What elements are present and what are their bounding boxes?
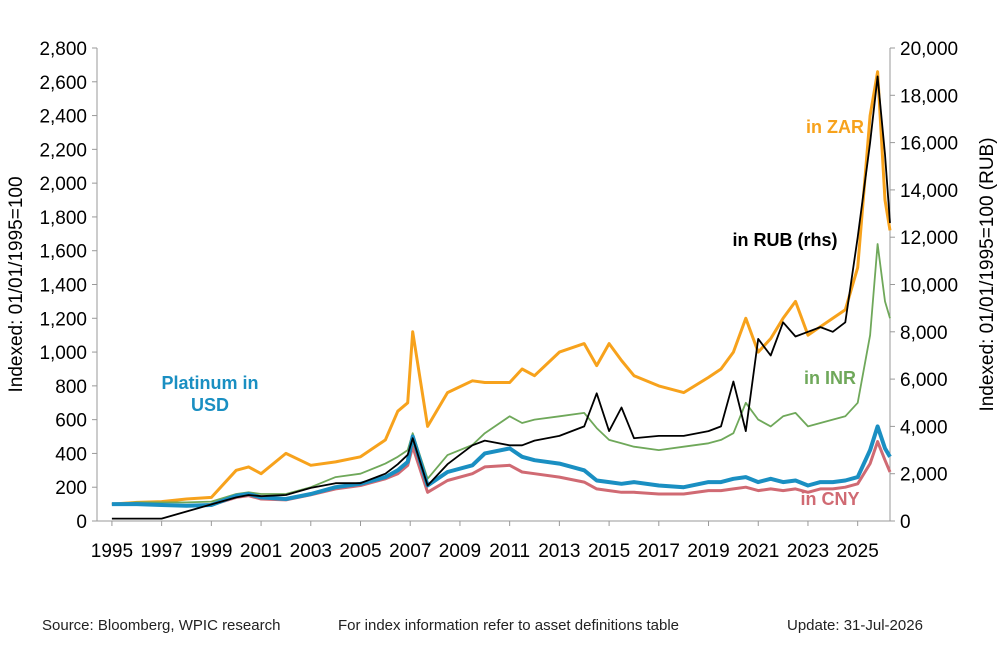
x-tick-label: 2005 <box>339 541 381 562</box>
x-tick-label: 2001 <box>240 541 282 562</box>
x-tick-label: 1995 <box>91 541 133 562</box>
y-tick-label: 800 <box>55 377 87 398</box>
x-tick-label: 2025 <box>837 541 879 562</box>
y-tick-label: 2,200 <box>39 140 87 161</box>
y2-tick-label: 12,000 <box>900 228 958 249</box>
y2-axis-title: Indexed: 01/01/1995=100 (RUB) <box>977 137 998 411</box>
y-tick-label: 0 <box>76 512 87 533</box>
series-line <box>111 75 891 520</box>
y2-tick-label: 10,000 <box>900 276 958 297</box>
y2-tick-label: 0 <box>900 512 911 533</box>
series-line <box>111 424 892 508</box>
y2-tick-label: 4,000 <box>900 417 948 438</box>
y-tick-label: 600 <box>55 411 87 432</box>
y-tick-label: 1,800 <box>39 208 87 229</box>
series-label: in ZAR <box>806 117 864 137</box>
footer-text: Source: Bloomberg, WPIC research <box>42 617 281 634</box>
x-tick-label: 2013 <box>538 541 580 562</box>
y2-tick-label: 18,000 <box>900 86 958 107</box>
x-tick-label: 2009 <box>439 541 481 562</box>
y-tick-label: 1,400 <box>39 276 87 297</box>
y-tick-label: 2,400 <box>39 107 87 128</box>
y-tick-label: 2,800 <box>39 39 87 60</box>
footer-text: Update: 31-Jul-2026 <box>787 617 923 634</box>
y2-tick-label: 16,000 <box>900 134 958 155</box>
x-tick-label: 2017 <box>638 541 680 562</box>
y2-tick-label: 6,000 <box>900 370 948 391</box>
x-tick-label: 2023 <box>787 541 829 562</box>
y-tick-label: 1,600 <box>39 242 87 263</box>
y-tick-label: 1,000 <box>39 343 87 364</box>
y-axis-title: Indexed: 01/01/1995=100 <box>6 176 27 392</box>
x-tick-label: 2007 <box>389 541 431 562</box>
series-label: in RUB (rhs) <box>732 230 838 250</box>
series-line <box>111 243 891 505</box>
y2-tick-label: 20,000 <box>900 39 958 60</box>
y-tick-label: 2,600 <box>39 73 87 94</box>
x-tick-label: 2015 <box>588 541 630 562</box>
y2-tick-label: 2,000 <box>900 465 948 486</box>
x-tick-label: 1999 <box>190 541 232 562</box>
series-label: in CNY <box>800 489 860 509</box>
series-label: in INR <box>804 368 856 388</box>
x-tick-label: 1997 <box>140 541 182 562</box>
y-tick-label: 400 <box>55 444 87 465</box>
series-line <box>111 70 892 506</box>
y-tick-label: 1,200 <box>39 309 87 330</box>
x-tick-label: 2019 <box>687 541 729 562</box>
footer-text: For index information refer to asset def… <box>338 617 680 634</box>
y-tick-label: 200 <box>55 478 87 499</box>
series-label: Platinum in USD <box>161 373 259 415</box>
y-tick-label: 2,000 <box>39 174 87 195</box>
x-tick-label: 2021 <box>737 541 779 562</box>
y2-tick-label: 14,000 <box>900 181 958 202</box>
x-tick-label: 2011 <box>489 541 530 562</box>
x-tick-label: 2003 <box>290 541 332 562</box>
y2-tick-label: 8,000 <box>900 323 948 344</box>
